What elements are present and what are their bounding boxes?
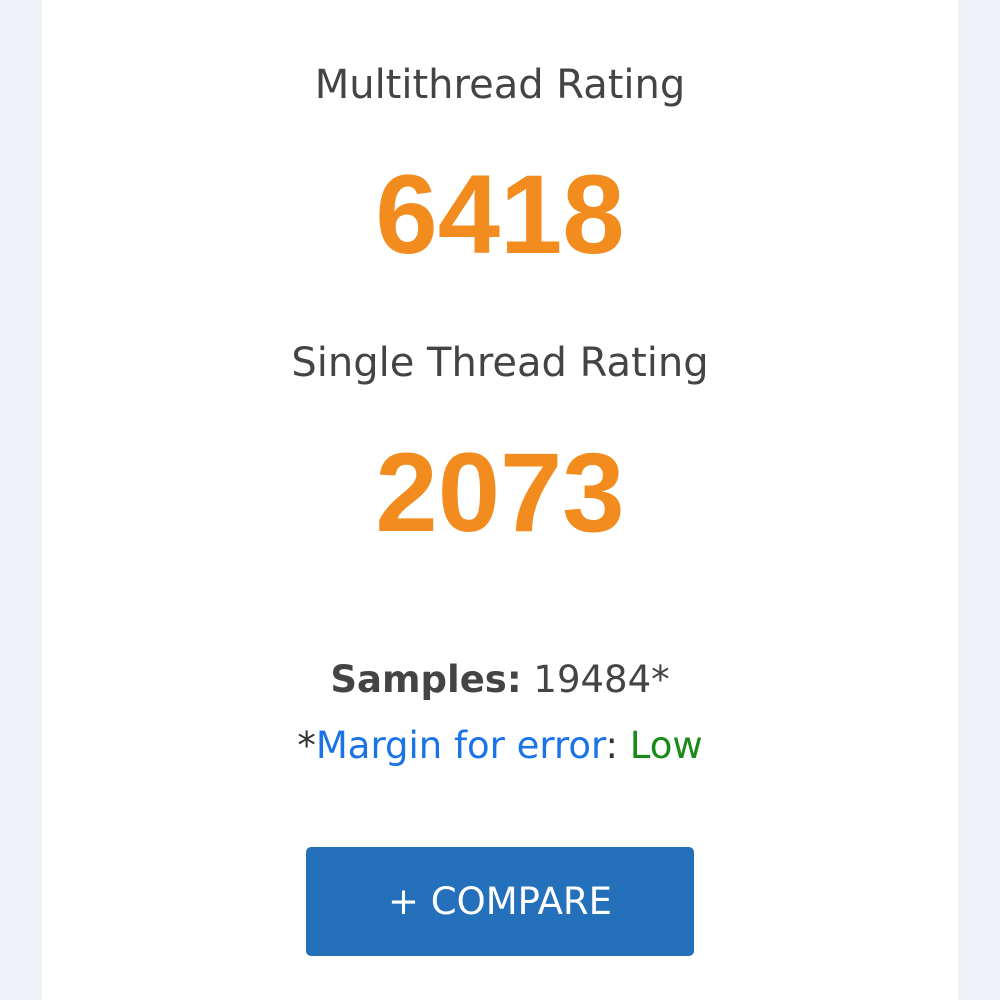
compare-button[interactable]: + COMPARE: [306, 847, 694, 956]
single-thread-value: 2073: [375, 430, 625, 555]
single-thread-label: Single Thread Rating: [291, 340, 709, 386]
separator: :: [605, 724, 619, 767]
samples: Samples: 19484*: [42, 658, 958, 701]
margin-for-error-link[interactable]: Margin for error: [315, 724, 606, 767]
asterisk: *: [297, 724, 316, 767]
margin-for-error: *Margin for error: Low: [42, 724, 958, 767]
samples-value: 19484*: [533, 658, 670, 701]
rating-card: Multithread Rating 6418 Single Thread Ra…: [42, 0, 958, 1000]
margin-value: Low: [629, 724, 703, 767]
samples-label: Samples:: [330, 658, 522, 701]
multithread-value: 6418: [375, 152, 625, 277]
multithread-label: Multithread Rating: [314, 62, 686, 108]
